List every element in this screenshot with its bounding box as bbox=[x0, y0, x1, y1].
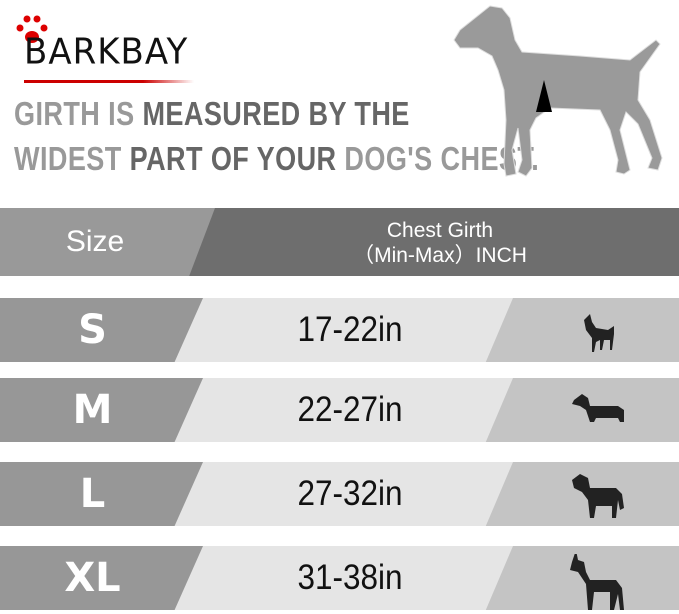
headline-text: IS bbox=[108, 95, 143, 132]
girth-range: 27-32in bbox=[297, 474, 403, 513]
table-row: S 17-22in bbox=[0, 298, 679, 362]
dachshund-icon bbox=[572, 394, 624, 422]
header-girth-line1: Chest Girth bbox=[386, 219, 494, 242]
size-label: XL bbox=[64, 555, 121, 601]
size-label: L bbox=[79, 471, 106, 517]
size-label: M bbox=[72, 387, 113, 433]
girth-range: 31-38in bbox=[297, 558, 403, 597]
table-row: XL 31-38in bbox=[0, 546, 679, 610]
chihuahua-icon bbox=[584, 314, 614, 352]
header-size-label: Size bbox=[65, 225, 125, 258]
table-header: Size Chest Girth （Min-Max）INCH bbox=[0, 208, 679, 276]
labrador-icon bbox=[572, 474, 624, 518]
great-dane-icon bbox=[570, 554, 624, 610]
headline-text: WIDEST bbox=[14, 140, 130, 177]
brand-name: BARKBAY bbox=[24, 31, 189, 73]
size-label: S bbox=[78, 307, 107, 353]
header-size-cell bbox=[0, 208, 215, 276]
header-girth-line2: （Min-Max）INCH bbox=[353, 244, 527, 267]
headline-text: MEASURED BY THE bbox=[142, 95, 410, 132]
table-row: L 27-32in bbox=[0, 462, 679, 526]
logo-underline bbox=[24, 80, 194, 83]
headline-text: GIRTH bbox=[14, 95, 109, 132]
girth-range: 17-22in bbox=[297, 310, 403, 349]
table-row: M 22-27in bbox=[0, 378, 679, 442]
headline-line-1: GIRTH IS MEASURED BY THE bbox=[14, 95, 410, 133]
girth-range: 22-27in bbox=[297, 390, 403, 429]
paw-icon bbox=[16, 15, 48, 43]
header-girth-label: Chest Girth （Min-Max）INCH bbox=[300, 218, 580, 268]
pointer-dog-illustration bbox=[453, 5, 663, 177]
headline-text: PART OF YOUR bbox=[129, 140, 345, 177]
brand-logo: BARKBAY bbox=[10, 10, 200, 85]
